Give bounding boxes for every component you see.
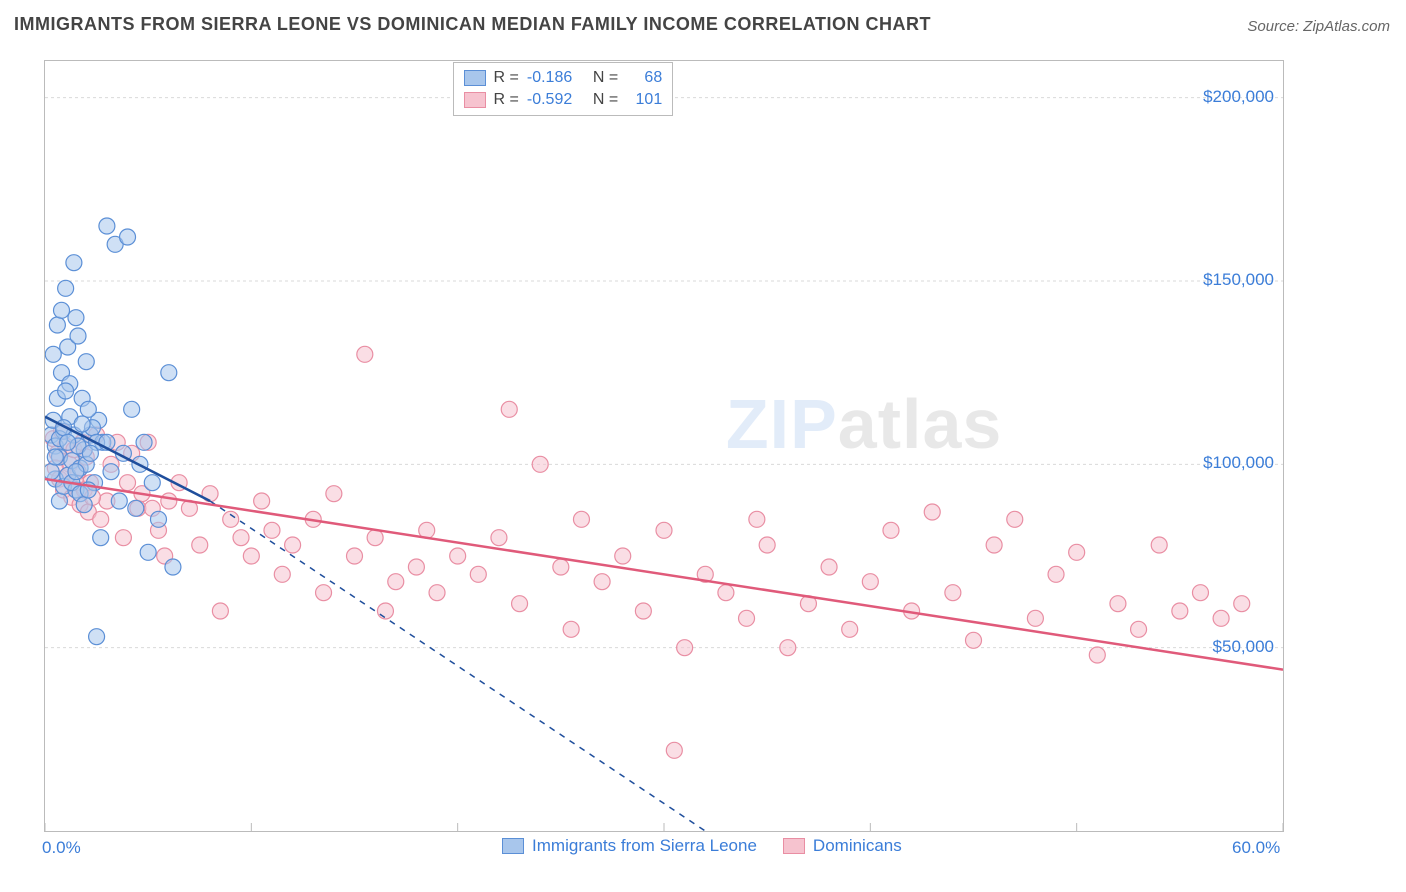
x-tick-last: 60.0% <box>1232 838 1280 858</box>
correlation-legend: R =-0.186N =68R =-0.592N =101 <box>453 62 674 116</box>
y-tick: $150,000 <box>1190 270 1274 290</box>
source-credit: Source: ZipAtlas.com <box>1247 18 1390 35</box>
series-legend: Immigrants from Sierra Leone Dominicans <box>502 836 902 856</box>
legend-item: Immigrants from Sierra Leone <box>502 836 757 856</box>
legend-row: R =-0.186N =68 <box>464 67 663 89</box>
legend-row: R =-0.592N =101 <box>464 89 663 111</box>
plot-svg <box>45 61 1283 831</box>
scatter-plot: ZIPatlas <box>44 60 1284 832</box>
y-tick: $50,000 <box>1190 637 1274 657</box>
source-link[interactable]: ZipAtlas.com <box>1303 18 1390 35</box>
legend-item: Dominicans <box>783 836 902 856</box>
y-tick: $100,000 <box>1190 453 1274 473</box>
chart-title: IMMIGRANTS FROM SIERRA LEONE VS DOMINICA… <box>14 14 931 35</box>
y-tick: $200,000 <box>1190 87 1274 107</box>
source-label: Source: <box>1247 18 1299 35</box>
x-tick-first: 0.0% <box>42 838 81 858</box>
